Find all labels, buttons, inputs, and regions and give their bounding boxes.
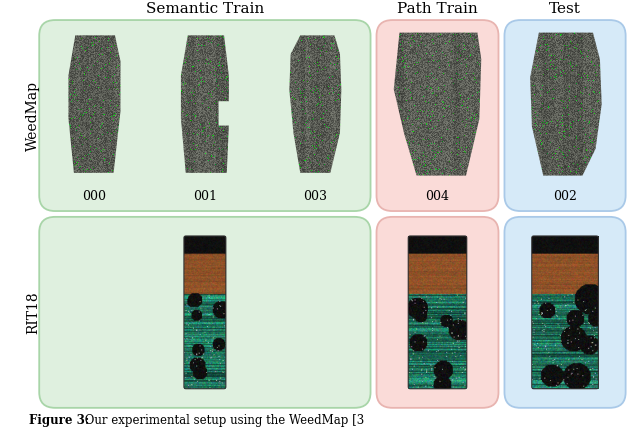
Text: 000: 000 — [82, 190, 106, 203]
PathPatch shape — [289, 35, 341, 173]
FancyBboxPatch shape — [39, 217, 370, 408]
PathPatch shape — [530, 33, 602, 176]
PathPatch shape — [394, 33, 482, 176]
FancyBboxPatch shape — [39, 20, 370, 211]
Text: WeedMap: WeedMap — [27, 81, 40, 151]
Text: Semantic Train: Semantic Train — [146, 2, 264, 16]
Text: 004: 004 — [425, 190, 449, 203]
Text: Test: Test — [549, 2, 581, 16]
Text: 001: 001 — [193, 190, 217, 203]
Text: Figure 3:: Figure 3: — [29, 414, 90, 426]
PathPatch shape — [68, 35, 121, 173]
Text: 003: 003 — [303, 190, 327, 203]
Text: Our experimental setup using the WeedMap [3: Our experimental setup using the WeedMap… — [81, 414, 364, 426]
Text: RIT18: RIT18 — [27, 291, 40, 334]
Text: 002: 002 — [553, 190, 577, 203]
PathPatch shape — [181, 35, 229, 173]
FancyBboxPatch shape — [504, 20, 626, 211]
FancyBboxPatch shape — [504, 217, 626, 408]
FancyBboxPatch shape — [377, 217, 499, 408]
FancyBboxPatch shape — [377, 20, 499, 211]
Text: Path Train: Path Train — [397, 2, 478, 16]
